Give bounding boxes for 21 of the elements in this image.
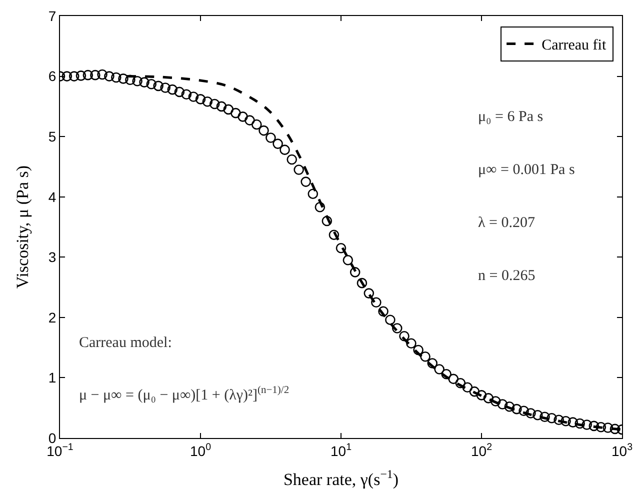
x-tick-label: 10$^{1}$	[330, 442, 352, 459]
x-tick-label: 10$^{2}$	[470, 442, 492, 459]
annotation: μ∞ = 0.001 Pa s	[478, 162, 575, 178]
y-tick-label: 1	[48, 370, 56, 386]
y-tick-label: 2	[48, 309, 56, 326]
y-tick-label: 7	[48, 8, 56, 24]
y-axis-title: Viscosity, μ (Pa s)	[12, 165, 32, 289]
annotation: λ = 0.207	[478, 215, 536, 231]
y-tick-label: 0	[48, 430, 56, 446]
x-tick-label: 10$^{0}$	[190, 442, 212, 459]
annotation: n = 0.265	[478, 268, 536, 284]
y-tick-label: 6	[48, 68, 56, 84]
x-axis-title: Shear rate, γ(s$^{−1}$)	[283, 467, 399, 490]
y-tick-label: 3	[48, 249, 56, 266]
annotation: μ₀ = 6 Pa s	[478, 109, 544, 125]
y-tick-label: 4	[48, 188, 56, 205]
legend-label: Carreau fit	[542, 38, 607, 54]
annotation: μ − μ∞ = (μ₀ − μ∞)[1 + (λγ)²]$^{(n−1)/2}$	[79, 385, 290, 404]
annotation: Carreau model:	[79, 335, 172, 351]
y-tick-label: 5	[48, 128, 56, 144]
x-tick-label: 10$^{3}$	[611, 442, 634, 459]
